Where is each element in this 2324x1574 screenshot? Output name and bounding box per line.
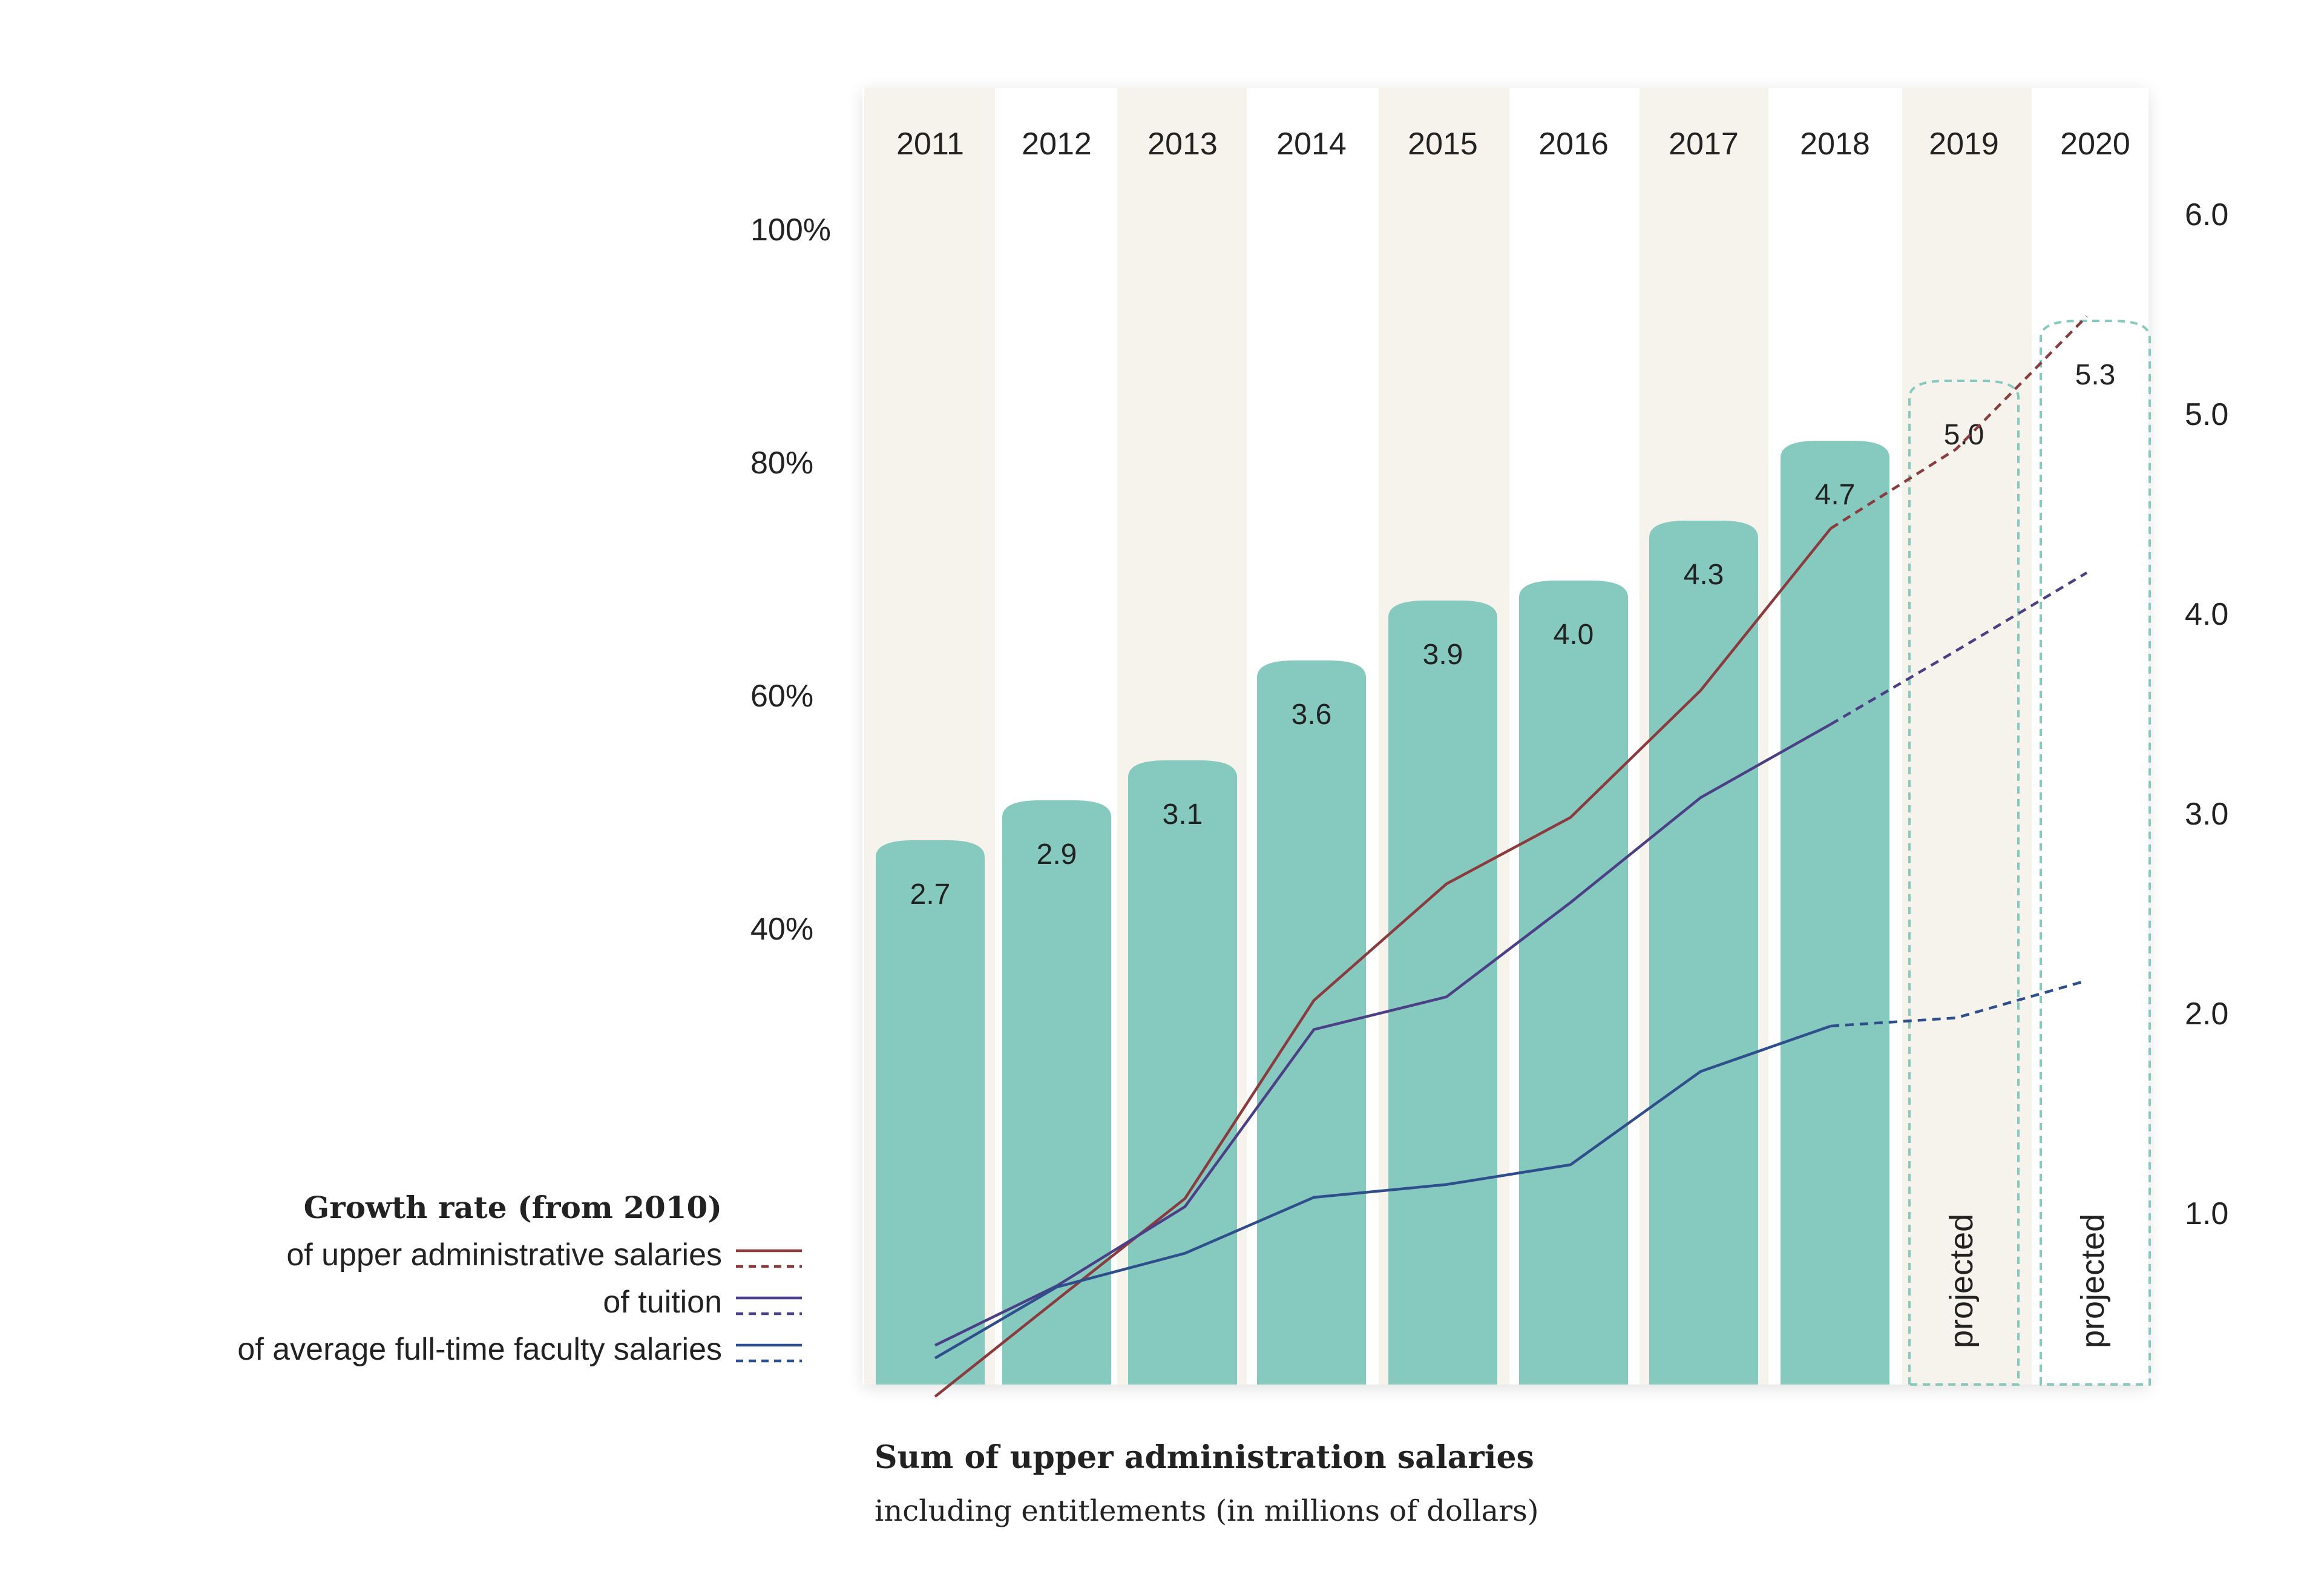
year-band-2019 (1902, 88, 2032, 1385)
left-tick-60: 60% (750, 679, 813, 714)
line-admin-actual (934, 527, 1832, 1398)
line-tuition-actual (934, 723, 1832, 1347)
bar-value-2015: 3.9 (1423, 639, 1463, 671)
right-tick-3: 3.0 (2185, 797, 2228, 832)
right-tick-4: 4.0 (2185, 597, 2228, 632)
line-faculty-actual (934, 1024, 1831, 1360)
year-label-2016: 2016 (1538, 127, 1609, 162)
bars: projected projected (876, 320, 2151, 1386)
bar-2016 (1519, 581, 1628, 1385)
bar-2017 (1649, 521, 1758, 1385)
bar-2012 (1002, 800, 1111, 1385)
bar-value-labels: 2.7 2.9 3.1 3.6 3.9 4.0 4.3 4.7 5.0 5.3 (910, 359, 2116, 910)
x-axis-title: Sum of upper administration salaries (875, 1439, 1534, 1476)
line-tuition-projected (1830, 571, 2088, 726)
right-tick-6: 6.0 (2185, 197, 2228, 232)
year-label-2019: 2019 (1929, 127, 1999, 162)
year-label-2015: 2015 (1408, 127, 1478, 162)
bar-value-2017: 4.3 (1684, 559, 1724, 591)
legend: Growth rate (from 2010) of upper adminis… (237, 1190, 802, 1367)
year-label-2020: 2020 (2060, 127, 2130, 162)
bar-2019-projected (1908, 380, 2020, 1386)
right-axis: 1.0 2.0 3.0 4.0 5.0 6.0 (2185, 197, 2228, 1231)
left-tick-100: 100% (750, 212, 831, 248)
left-axis: 40% 60% 80% 100% (750, 212, 831, 947)
bar-value-2020: 5.3 (2075, 359, 2116, 391)
bar-2015 (1388, 601, 1497, 1385)
year-label-2013: 2013 (1147, 127, 1218, 162)
right-tick-1: 1.0 (2185, 1196, 2228, 1231)
projected-label-2019: projected (1943, 1214, 1980, 1348)
year-label-2017: 2017 (1669, 127, 1739, 162)
legend-label-faculty: of average full-time faculty salaries (237, 1332, 722, 1367)
left-tick-80: 80% (750, 446, 813, 481)
bar-2013 (1128, 760, 1237, 1385)
bar-value-2016: 4.0 (1554, 619, 1594, 651)
bar-value-2014: 3.6 (1292, 699, 1332, 731)
legend-title: Growth rate (from 2010) (304, 1190, 722, 1225)
bar-2011 (876, 840, 985, 1385)
legend-label-admin: of upper administrative salaries (286, 1237, 722, 1273)
year-labels: 2011 2012 2013 2014 2015 2016 2017 2018 2019 2020 (896, 127, 2130, 162)
year-label-2011: 2011 (896, 127, 964, 162)
line-admin-projected (1830, 315, 2088, 530)
year-label-2018: 2018 (1800, 127, 1870, 162)
projected-label-2020: projected (2075, 1214, 2111, 1348)
bar-value-2013: 3.1 (1163, 799, 1203, 831)
left-tick-40: 40% (750, 912, 813, 947)
bar-value-2019: 5.0 (1944, 419, 1984, 451)
bar-2018 (1781, 441, 1889, 1385)
bar-value-2018: 4.7 (1815, 479, 1856, 511)
bar-value-2012: 2.9 (1037, 838, 1077, 871)
right-tick-5: 5.0 (2185, 397, 2228, 432)
x-axis-subtitle: including entitlements (in millions of d… (875, 1494, 1538, 1528)
series-lines (934, 315, 2088, 1398)
bar-value-2011: 2.7 (910, 878, 951, 910)
year-label-2012: 2012 (1022, 127, 1092, 162)
bar-2014 (1257, 660, 1366, 1385)
right-tick-2: 2.0 (2185, 996, 2228, 1032)
legend-label-tuition: of tuition (603, 1285, 722, 1320)
legend-items: of upper administrative salaries of tuiti… (237, 1237, 802, 1367)
year-label-2014: 2014 (1276, 127, 1347, 162)
